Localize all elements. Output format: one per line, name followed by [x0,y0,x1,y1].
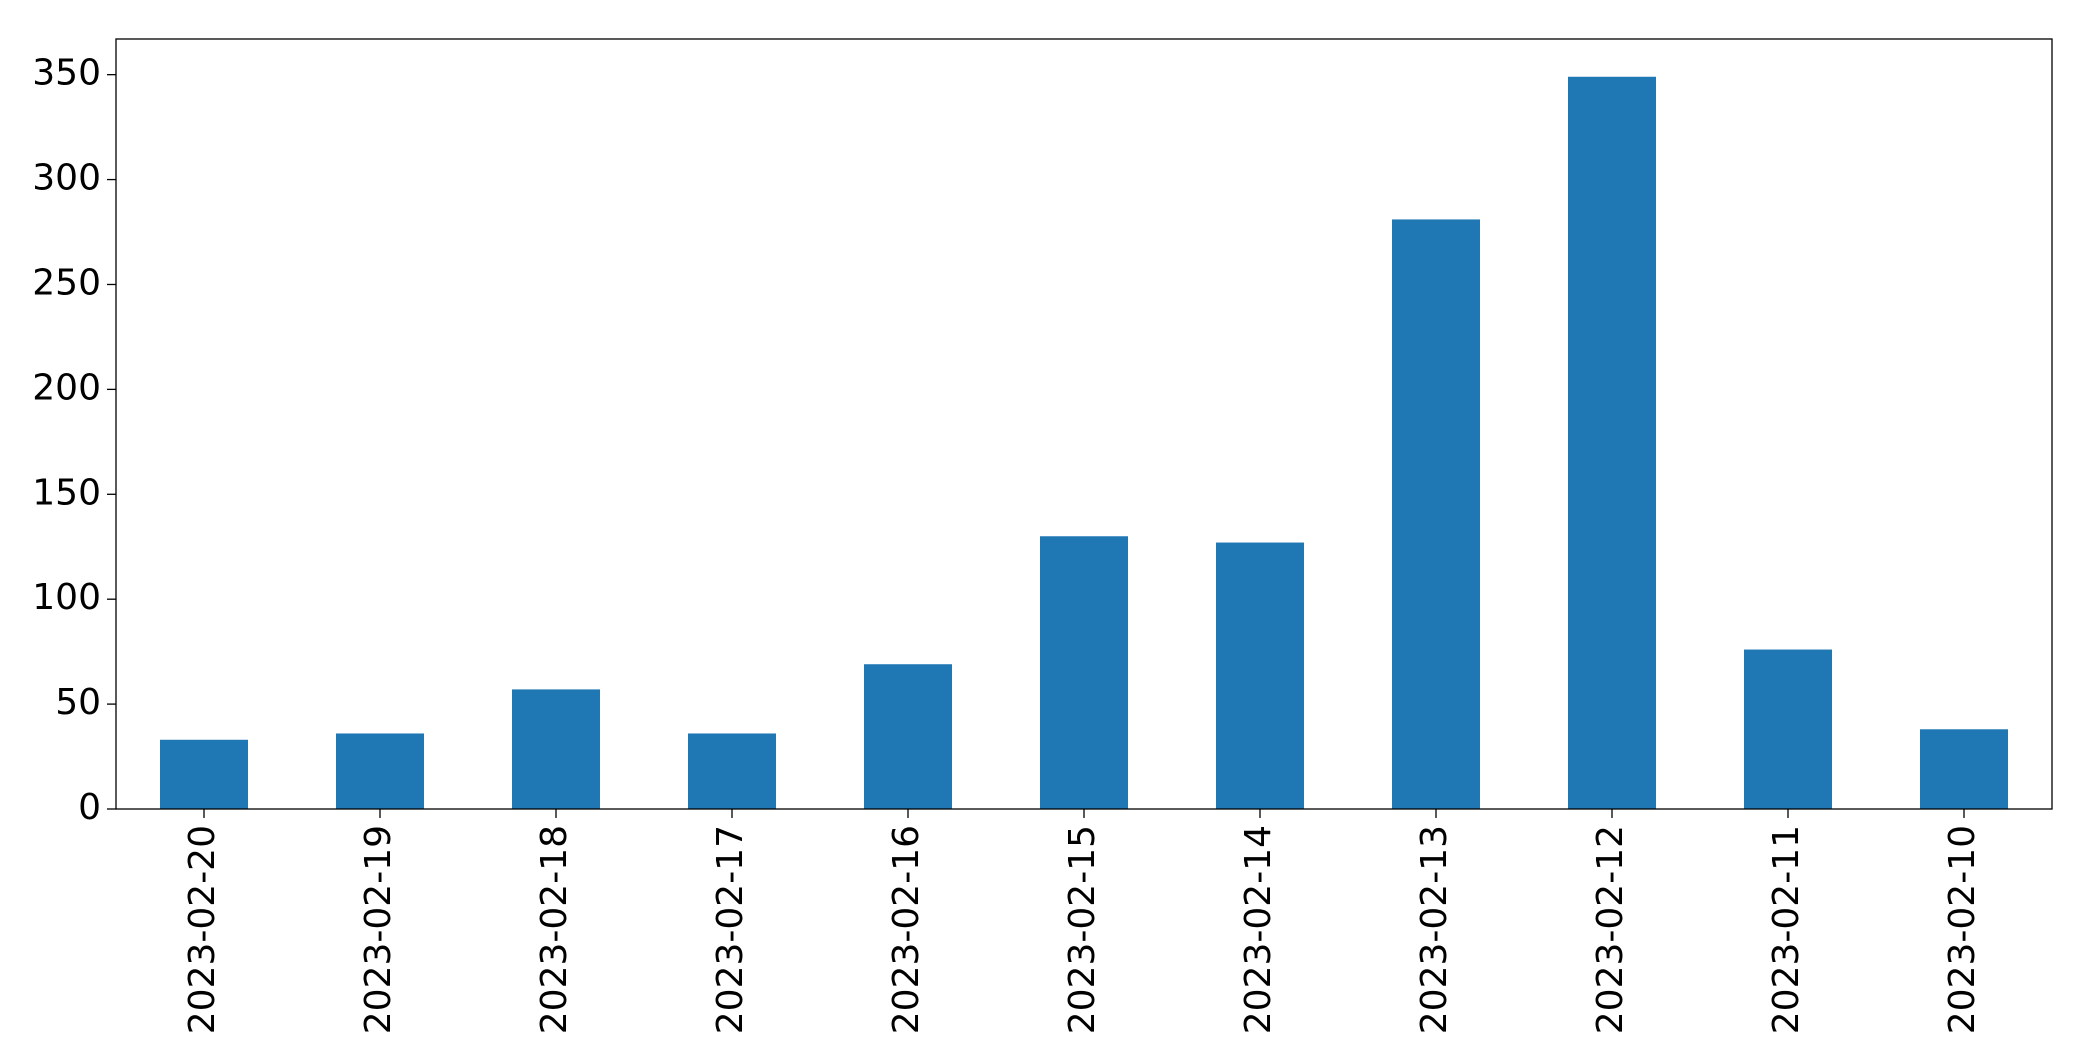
bar [1216,542,1304,809]
bar [336,733,424,809]
x-tick-label: 2023-02-16 [886,825,927,1034]
x-tick-label: 2023-02-19 [358,825,399,1034]
x-tick-label: 2023-02-12 [1590,825,1631,1034]
x-tick-label: 2023-02-14 [1238,825,1279,1034]
bar [1392,219,1480,809]
x-tick-label: 2023-02-13 [1414,825,1455,1034]
x-tick-label: 2023-02-15 [1062,825,1103,1034]
bar [864,664,952,809]
bar [688,733,776,809]
bar [1040,536,1128,809]
bar [1568,76,1656,809]
y-tick-label: 250 [32,262,101,303]
y-tick-label: 0 [78,787,101,828]
bar [1920,729,2008,809]
y-tick-label: 300 [32,158,101,199]
plot-frame [115,38,2053,810]
x-tick-label: 2023-02-17 [710,825,751,1034]
x-tick-label: 2023-02-20 [182,825,223,1034]
y-tick-label: 50 [55,682,101,723]
bar [1744,649,1832,809]
y-tick-label: 350 [32,53,101,94]
x-tick-label: 2023-02-11 [1766,825,1807,1034]
y-tick-label: 200 [32,367,101,408]
y-tick-label: 100 [32,577,101,618]
x-tick-label: 2023-02-18 [534,825,575,1034]
x-tick-label: 2023-02-10 [1942,825,1983,1034]
y-tick-label: 150 [32,472,101,513]
bar [512,689,600,809]
bar [160,739,248,809]
